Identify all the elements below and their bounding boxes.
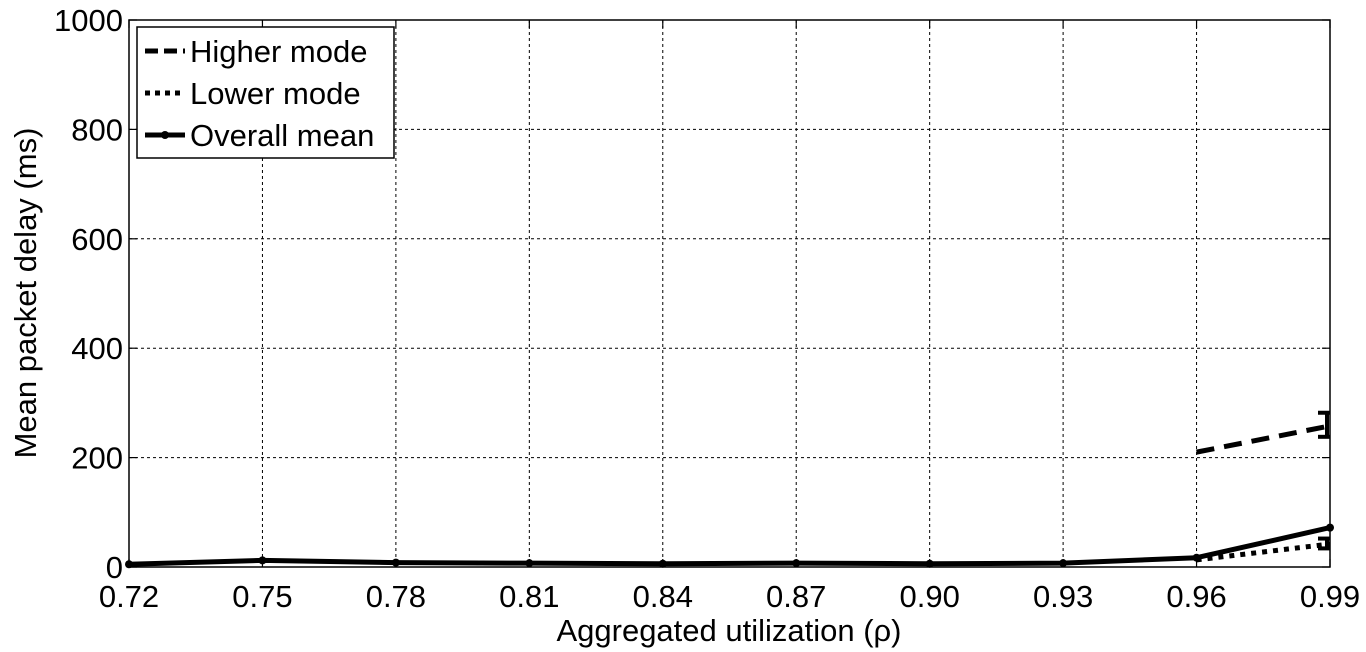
grid-lines (129, 20, 1330, 567)
y-tick-label: 800 (71, 112, 123, 147)
y-tick-label: 0 (106, 550, 123, 585)
y-tick-label: 200 (71, 441, 123, 476)
series-line-lower-mode (1196, 541, 1331, 563)
legend: Higher mode Lower mode Overall mean (136, 26, 395, 159)
series-point (1192, 553, 1201, 562)
legend-label: Higher mode (190, 34, 367, 69)
plot-series (125, 410, 1334, 569)
x-tick-label: 0.72 (99, 579, 159, 614)
x-tick-label: 0.75 (232, 579, 292, 614)
x-tick-label: 0.93 (1033, 579, 1093, 614)
legend-marker (161, 131, 169, 139)
x-tick-label: 0.84 (633, 579, 693, 614)
series-line-overall-mean (128, 525, 1331, 567)
x-tick-label: 0.90 (899, 579, 959, 614)
x-axis-title: Aggregated utilization (ρ) (556, 613, 901, 648)
y-axis-title: Mean packet delay (ms) (8, 128, 43, 459)
x-tick-label: 0.78 (366, 579, 426, 614)
x-axis-ticks: 0.72 0.75 0.78 0.81 0.84 0.87 0.90 0.93 0.96 0.99 (99, 20, 1360, 614)
x-tick-label: 0.99 (1300, 579, 1360, 614)
x-tick-label: 0.81 (499, 579, 559, 614)
x-tick-label: 0.96 (1166, 579, 1226, 614)
y-tick-label: 600 (71, 222, 123, 257)
y-axis-ticks: 0 200 400 600 800 1000 (54, 3, 1330, 585)
y-tick-label: 1000 (54, 3, 123, 38)
x-tick-label: 0.87 (766, 579, 826, 614)
legend-label: Lower mode (190, 76, 361, 111)
y-tick-label: 400 (71, 331, 123, 366)
series-line-higher-mode (1196, 423, 1331, 455)
plot-area-frame (128, 19, 1331, 568)
legend-label: Overall mean (190, 118, 374, 153)
